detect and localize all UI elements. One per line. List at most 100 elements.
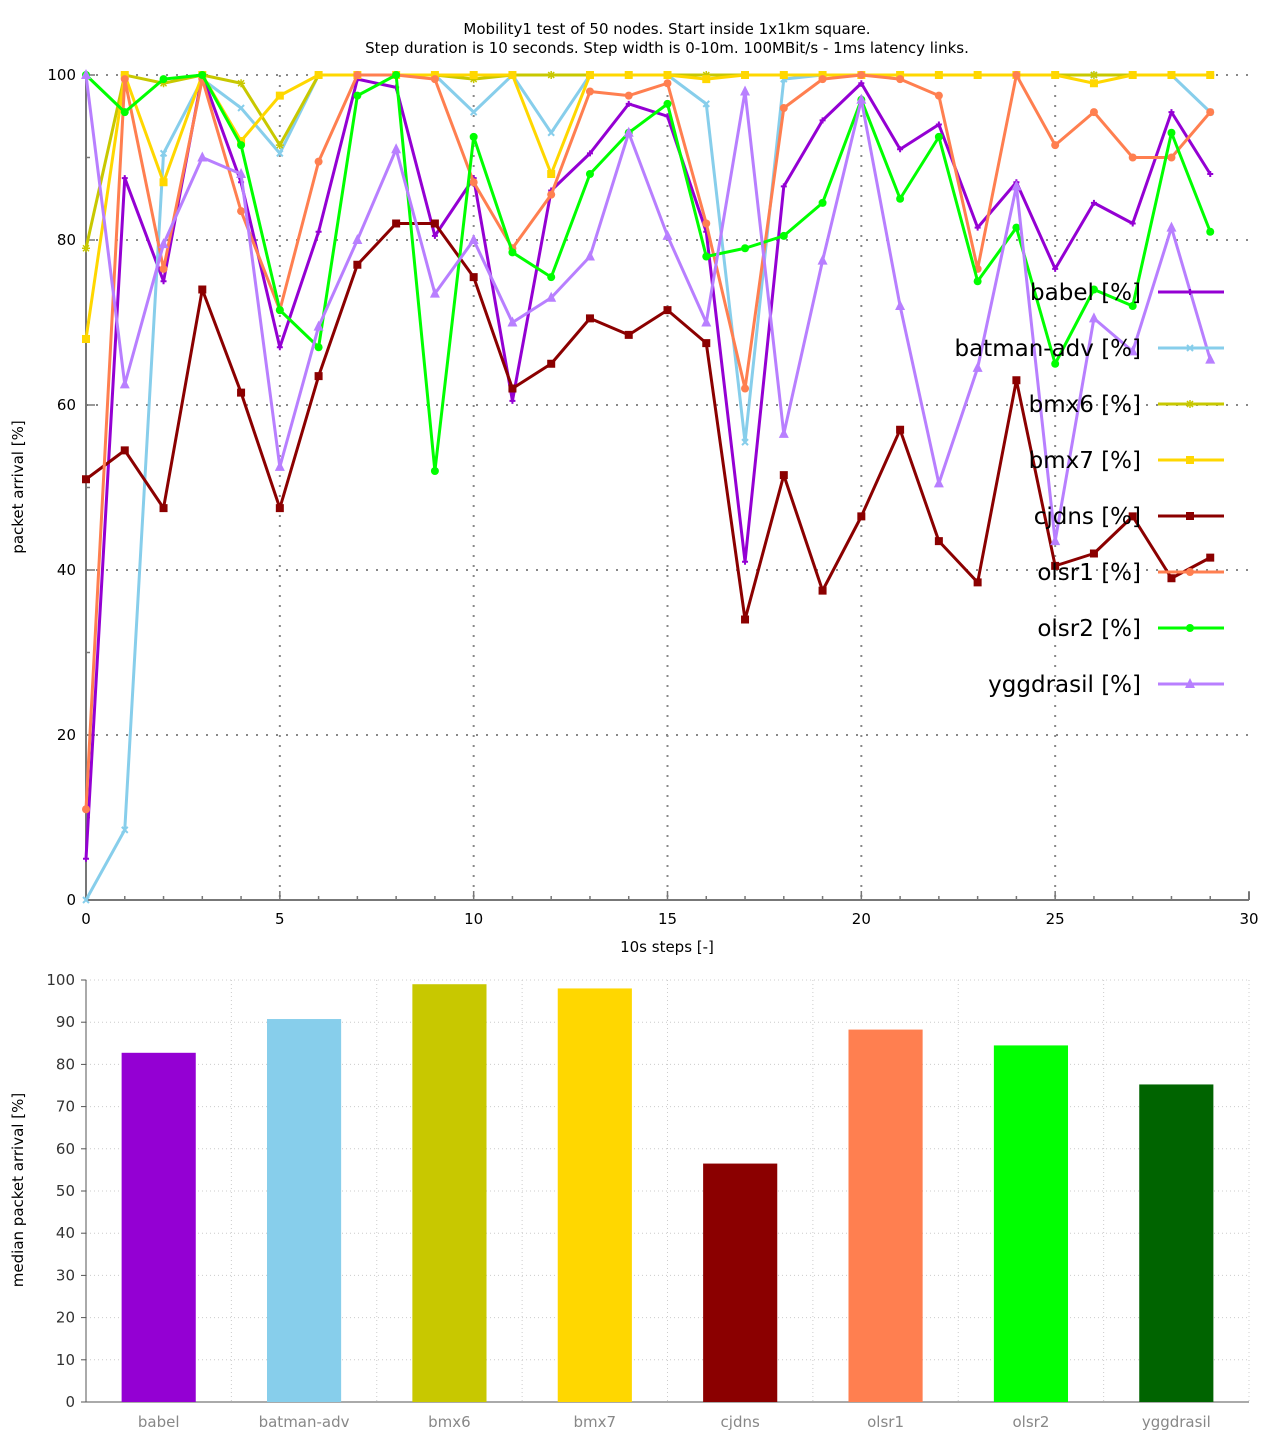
- data-point: [1051, 141, 1060, 150]
- data-point: [1128, 302, 1137, 310]
- data-point: [586, 150, 593, 157]
- legend-item: bmx7 [%]: [1029, 448, 1224, 474]
- data-point: [1206, 71, 1215, 79]
- data-point: [120, 75, 129, 84]
- data-point: [1127, 345, 1138, 356]
- data-point: [119, 378, 130, 389]
- data-point: [778, 427, 789, 438]
- bar-chart-y-label: median packet arrival [%]: [9, 1093, 27, 1287]
- data-point: [701, 316, 712, 327]
- legend-item: olsr1 [%]: [1037, 560, 1224, 586]
- data-point: [934, 132, 943, 141]
- line-chart-x-label: 10s steps [-]: [620, 938, 714, 956]
- legend-label: olsr2 [%]: [1037, 616, 1141, 642]
- data-point: [275, 91, 284, 100]
- legend-label: cjdns [%]: [1034, 504, 1141, 530]
- data-point: [856, 93, 867, 104]
- data-point: [935, 121, 942, 128]
- series-line: [84, 73, 1212, 859]
- data-point: [314, 343, 323, 352]
- bar-olsr2: [993, 1045, 1069, 1402]
- data-point: [1128, 153, 1137, 162]
- bar-category-label: babel: [138, 1413, 180, 1431]
- data-point: [1128, 71, 1137, 79]
- data-point: [702, 71, 711, 79]
- data-point: [237, 207, 246, 216]
- data-point: [896, 71, 905, 79]
- data-point: [1186, 344, 1194, 352]
- bar-category-label: yggdrasil: [1142, 1413, 1211, 1431]
- data-point: [624, 71, 633, 79]
- data-point: [313, 320, 324, 331]
- data-point: [508, 248, 517, 257]
- data-point: [1129, 220, 1136, 227]
- data-point: [1089, 108, 1098, 117]
- data-point: [469, 132, 478, 141]
- data-point: [82, 475, 90, 484]
- data-point: [702, 339, 711, 348]
- data-point: [740, 85, 751, 96]
- bar-y-tick-label: 80: [56, 1055, 75, 1073]
- data-point: [158, 238, 169, 249]
- data-point: [584, 250, 595, 261]
- data-point: [817, 254, 828, 265]
- data-point: [1186, 456, 1194, 464]
- data-point: [430, 71, 439, 79]
- data-point: [1166, 221, 1177, 232]
- data-point: [547, 273, 556, 282]
- data-point: [81, 69, 91, 79]
- data-point: [469, 71, 478, 79]
- data-point: [430, 219, 439, 228]
- data-point: [159, 264, 168, 273]
- data-point: [585, 87, 594, 96]
- data-point: [741, 615, 750, 624]
- data-point: [858, 80, 865, 87]
- series-line: [84, 73, 1211, 340]
- data-point: [702, 100, 710, 108]
- bar-y-tick-label: 20: [56, 1309, 75, 1327]
- data-point: [624, 91, 633, 100]
- data-point: [741, 438, 749, 446]
- data-point: [742, 558, 749, 565]
- legend-label: olsr1 [%]: [1037, 560, 1141, 586]
- data-point: [1011, 180, 1022, 191]
- series-line: [84, 74, 1212, 543]
- data-point: [547, 129, 555, 137]
- data-point: [585, 71, 594, 79]
- data-point: [121, 175, 128, 182]
- data-point: [1206, 553, 1215, 562]
- data-point: [933, 477, 944, 488]
- data-point: [818, 71, 827, 79]
- data-point: [1186, 624, 1194, 632]
- data-point: [1012, 376, 1021, 385]
- data-point: [1185, 678, 1195, 688]
- data-point: [237, 388, 246, 397]
- legend-item: babel [%]: [1030, 280, 1224, 306]
- data-point: [547, 190, 556, 199]
- data-point: [237, 141, 246, 150]
- data-point: [1186, 568, 1194, 576]
- data-point: [972, 361, 983, 372]
- data-point: [662, 229, 673, 240]
- bar-y-tick-label: 50: [56, 1182, 75, 1200]
- data-point: [1167, 71, 1176, 79]
- data-point: [198, 71, 207, 79]
- data-point: [741, 244, 750, 253]
- series-line: [85, 222, 1211, 621]
- data-point: [934, 71, 943, 79]
- bar-category-label: bmx6: [428, 1413, 471, 1431]
- data-point: [120, 446, 129, 455]
- data-point: [83, 855, 89, 862]
- data-point: [275, 141, 284, 150]
- data-point: [1207, 171, 1214, 177]
- data-point: [585, 314, 594, 323]
- bar-y-tick-label: 60: [56, 1140, 75, 1158]
- data-point: [741, 384, 750, 393]
- data-point: [896, 425, 905, 434]
- bar-chart-grid: [85, 979, 1250, 1402]
- data-point: [1089, 285, 1098, 294]
- data-point: [120, 71, 129, 79]
- legend-item: olsr2 [%]: [1037, 616, 1224, 642]
- data-point: [1186, 400, 1194, 408]
